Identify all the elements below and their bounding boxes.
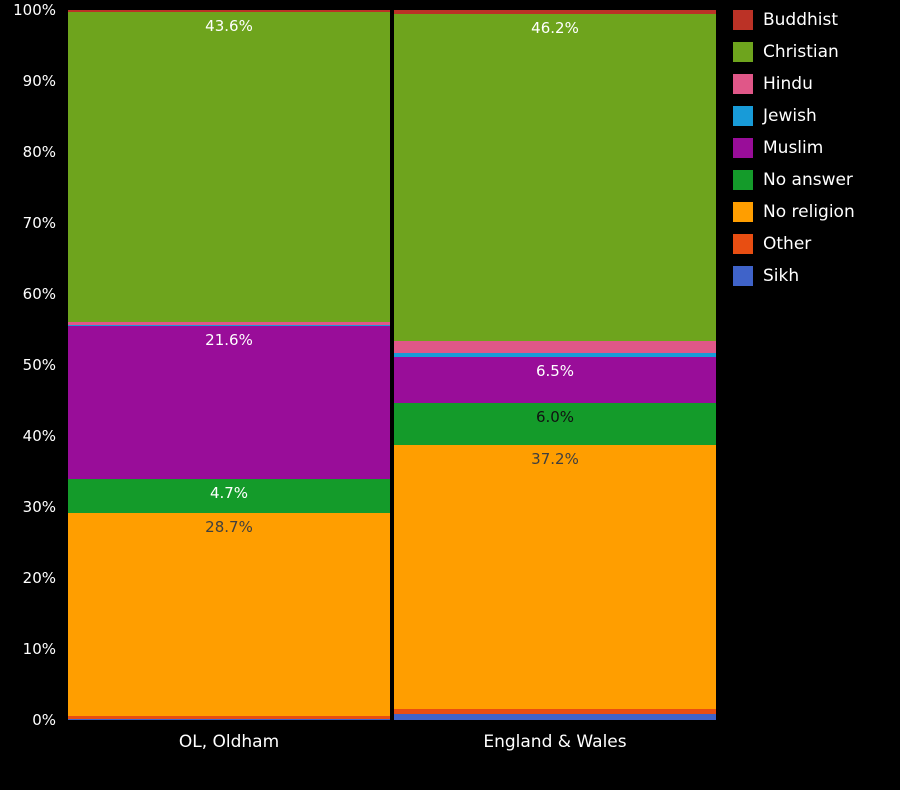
segment-no-answer: 6.0% [394, 402, 716, 446]
legend-label: Christian [763, 42, 839, 62]
legend-swatch-jewish [733, 106, 753, 126]
legend-label: Buddhist [763, 10, 839, 30]
legend-swatch-no-religion [733, 202, 753, 222]
segment-no-religion: 37.2% [394, 445, 716, 710]
legend-item-hindu: Hindu [733, 74, 855, 94]
y-tick-label: 50% [22, 356, 56, 374]
segment-hindu [394, 341, 716, 354]
segment-value-label: 28.7% [205, 517, 253, 536]
segment-other [68, 716, 390, 719]
segment-jewish [68, 325, 390, 326]
legend-label: Sikh [763, 266, 800, 286]
y-tick-label: 90% [22, 72, 56, 90]
segment-value-label: 6.5% [535, 361, 575, 380]
segment-christian: 43.6% [68, 12, 390, 322]
y-tick-label: 20% [22, 569, 56, 587]
legend-swatch-buddhist [733, 10, 753, 30]
segment-muslim: 6.5% [394, 356, 716, 403]
y-tick-label: 60% [22, 285, 56, 303]
segment-jewish [394, 353, 716, 357]
segment-hindu [68, 321, 390, 326]
segment-sikh [394, 713, 716, 720]
segment-other [394, 709, 716, 714]
segment-value-label: 21.6% [205, 330, 253, 349]
y-tick-label: 70% [22, 214, 56, 232]
y-axis: 0% 10% 20% 30% 40% 50% 60% 70% 80% 90% 100% [0, 1, 62, 729]
segment-buddhist [394, 10, 716, 14]
legend-swatch-muslim [733, 138, 753, 158]
segment-buddhist [68, 10, 390, 13]
legend-label: Muslim [763, 138, 824, 158]
legend-label: Jewish [763, 106, 817, 126]
y-tick-label: 100% [13, 1, 56, 19]
legend-swatch-other [733, 234, 753, 254]
legend-item-jewish: Jewish [733, 106, 855, 126]
segment-muslim: 21.6% [68, 325, 390, 480]
y-tick-label: 80% [22, 143, 56, 161]
segment-value-label: 37.2% [531, 450, 579, 469]
x-category-label-ol-oldham: OL, Oldham [178, 732, 280, 752]
legend-item-buddhist: Buddhist [733, 10, 855, 30]
legend-swatch-sikh [733, 266, 753, 286]
segment-value-label: 4.7% [209, 484, 249, 503]
legend-item-sikh: Sikh [733, 266, 855, 286]
legend-swatch-hindu [733, 74, 753, 94]
x-category-label-england-wales: England & Wales [483, 732, 627, 752]
bar-ol-oldham: 43.6% 21.6% 4.7% 28.7% [68, 10, 390, 720]
segment-value-label: 46.2% [531, 18, 579, 37]
segment-value-label: 6.0% [535, 407, 575, 426]
legend-label: Other [763, 234, 812, 254]
legend-item-other: Other [733, 234, 855, 254]
plot-area: 43.6% 21.6% 4.7% 28.7% 46.2% 6.5% 6.0% 37.2% [68, 10, 716, 720]
legend: Buddhist Christian Hindu Jewish Muslim No ans… [733, 10, 855, 286]
legend-swatch-christian [733, 42, 753, 62]
segment-sikh [68, 718, 390, 720]
y-tick-label: 10% [22, 640, 56, 658]
y-tick-label: 0% [32, 711, 56, 729]
legend-item-no-answer: No answer [733, 170, 855, 190]
segment-no-answer: 4.7% [68, 479, 390, 513]
legend-item-muslim: Muslim [733, 138, 855, 158]
segment-christian: 46.2% [394, 13, 716, 342]
legend-label: Hindu [763, 74, 813, 94]
x-axis: OL, Oldham England & Wales [68, 732, 716, 752]
legend-swatch-no-answer [733, 170, 753, 190]
y-tick-label: 40% [22, 427, 56, 445]
legend-label: No religion [763, 202, 855, 222]
legend-item-christian: Christian [733, 42, 855, 62]
y-tick-label: 30% [22, 498, 56, 516]
segment-no-religion: 28.7% [68, 512, 390, 717]
legend-item-no-religion: No religion [733, 202, 855, 222]
legend-label: No answer [763, 170, 853, 190]
segment-value-label: 43.6% [205, 17, 253, 36]
bar-england-wales: 46.2% 6.5% 6.0% 37.2% [394, 10, 716, 720]
